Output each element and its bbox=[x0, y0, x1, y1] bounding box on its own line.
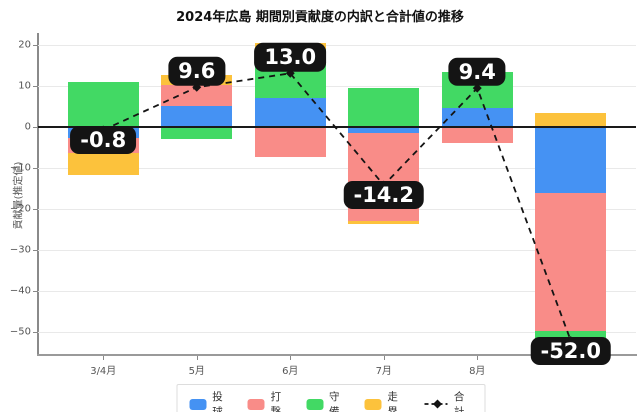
y-tick-mark bbox=[33, 332, 37, 334]
legend: 投球 打撃 守備 走塁 合計 bbox=[176, 384, 486, 412]
legend-label: 投球 bbox=[212, 391, 223, 412]
y-tick-label-−20: −20 bbox=[9, 203, 31, 215]
legend-label: 守備 bbox=[329, 391, 340, 412]
y-tick-label-−30: −30 bbox=[9, 244, 31, 256]
legend-item-走塁: 走塁 bbox=[364, 389, 406, 412]
bar-segment-走塁-0 bbox=[67, 152, 139, 176]
bar-segment-投球-5 bbox=[535, 126, 607, 193]
legend-label: 合計 bbox=[453, 391, 465, 412]
legend-swatch-icon bbox=[189, 398, 207, 410]
y-tick-mark bbox=[33, 167, 37, 169]
legend-label: 走塁 bbox=[387, 391, 398, 412]
bar-segment-走塁-5 bbox=[535, 112, 607, 127]
bar-segment-打撃-4 bbox=[441, 126, 513, 143]
bar-segment-打撃-1 bbox=[161, 84, 233, 107]
legend-item-打撃: 打撃 bbox=[247, 389, 289, 412]
x-tick-label-3: 7月 bbox=[375, 366, 392, 377]
y-axis-spine bbox=[37, 33, 39, 355]
gridline-y-20 bbox=[38, 44, 636, 46]
bar-segment-打撃-2 bbox=[254, 126, 326, 158]
legend-label: 打撃 bbox=[270, 391, 282, 412]
y-tick-label-−40: −40 bbox=[9, 285, 31, 297]
y-tick-label-−50: −50 bbox=[9, 326, 31, 338]
x-tick-label-1: 5月 bbox=[188, 366, 205, 377]
bar-segment-投球-1 bbox=[161, 106, 233, 127]
y-tick-label-−10: −10 bbox=[9, 162, 31, 174]
x-tick-mark bbox=[383, 356, 385, 360]
bar-segment-守備-0 bbox=[67, 81, 139, 127]
legend-dashed-line-icon bbox=[424, 399, 448, 409]
bar-segment-守備-3 bbox=[348, 88, 420, 127]
bar-segment-守備-1 bbox=[161, 126, 233, 140]
bar-segment-走塁-3 bbox=[348, 220, 420, 224]
y-tick-mark bbox=[33, 250, 37, 252]
plot-area bbox=[38, 33, 636, 355]
annotation-total-1: 9.6 bbox=[168, 57, 226, 86]
y-tick-mark bbox=[33, 44, 37, 46]
annotation-total-2: 13.0 bbox=[254, 43, 327, 72]
legend-swatch-icon bbox=[247, 398, 265, 410]
annotation-total-0: -0.8 bbox=[70, 126, 137, 155]
x-tick-mark bbox=[196, 356, 198, 360]
x-tick-label-4: 8月 bbox=[469, 366, 486, 377]
legend-swatch-icon bbox=[364, 398, 382, 410]
x-axis-spine bbox=[37, 354, 637, 356]
x-tick-label-0: 3/4月 bbox=[90, 366, 117, 377]
legend-item-守備: 守備 bbox=[306, 389, 347, 412]
annotation-total-3: -14.2 bbox=[343, 181, 425, 210]
y-tick-label-20: 20 bbox=[18, 39, 31, 50]
x-tick-label-2: 6月 bbox=[282, 366, 299, 377]
y-tick-label-10: 10 bbox=[18, 80, 31, 92]
bar-segment-打撃-5 bbox=[535, 192, 607, 332]
x-tick-mark bbox=[477, 356, 479, 360]
y-tick-mark bbox=[33, 291, 37, 293]
annotation-total-5: -52.0 bbox=[530, 336, 612, 365]
annotation-total-4: 9.4 bbox=[448, 57, 506, 87]
y-tick-mark bbox=[33, 209, 37, 210]
y-axis-label: 貢献量(推定値) bbox=[13, 161, 25, 230]
y-tick-label-0: 0 bbox=[24, 121, 31, 133]
x-tick-mark bbox=[103, 356, 105, 360]
chart-title: 2024年広島 期間別貢献度の内訳と合計値の推移 bbox=[176, 10, 464, 25]
legend-item-合計: 合計 bbox=[423, 389, 472, 412]
bar-segment-投球-2 bbox=[254, 98, 326, 127]
y-tick-mark bbox=[33, 85, 37, 87]
bar-segment-投球-4 bbox=[441, 107, 513, 127]
legend-swatch-icon bbox=[306, 398, 324, 410]
x-tick-mark bbox=[290, 356, 292, 360]
y-tick-mark bbox=[33, 126, 37, 128]
legend-item-投球: 投球 bbox=[189, 389, 231, 412]
